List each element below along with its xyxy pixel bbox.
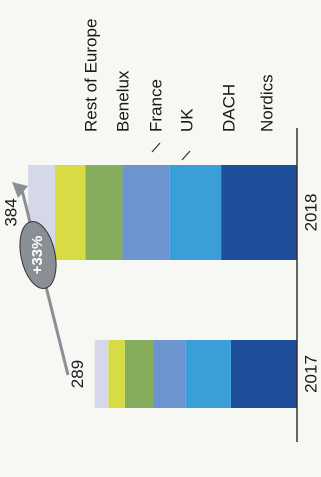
- total-label: 384: [2, 198, 21, 226]
- chart-marks: 289 2017 384 2018 Rest of Europe Benelux Franc…: [2, 19, 320, 442]
- legend-leader: [151, 142, 161, 153]
- growth-badge: [19, 221, 57, 289]
- category-label: 2018: [301, 194, 320, 232]
- bar-segment: [108, 340, 125, 408]
- bar-segment: [122, 165, 170, 260]
- bar-segment: [54, 165, 86, 260]
- bar-segment: [153, 340, 186, 408]
- bar-segment: [230, 340, 297, 408]
- total-label: 289: [68, 360, 87, 388]
- category-label: 2017: [301, 355, 320, 393]
- legend-label: Benelux: [113, 70, 132, 132]
- growth-arrow-head: [12, 182, 28, 198]
- bar-segment: [169, 165, 222, 260]
- legend-leader: [181, 150, 191, 161]
- growth-badge-label: +33%: [29, 236, 46, 275]
- bar-segment: [185, 340, 231, 408]
- bar-segment: [85, 165, 123, 260]
- legend-label: Nordics: [257, 74, 276, 132]
- bar-segment: [221, 165, 297, 260]
- legend-label: UK: [177, 108, 196, 132]
- legend-label: DACH: [219, 84, 238, 132]
- legend-label: Rest of Europe: [81, 19, 100, 132]
- legend-label: France: [146, 79, 165, 132]
- bar-segment: [124, 340, 154, 408]
- bar-segment: [94, 340, 109, 408]
